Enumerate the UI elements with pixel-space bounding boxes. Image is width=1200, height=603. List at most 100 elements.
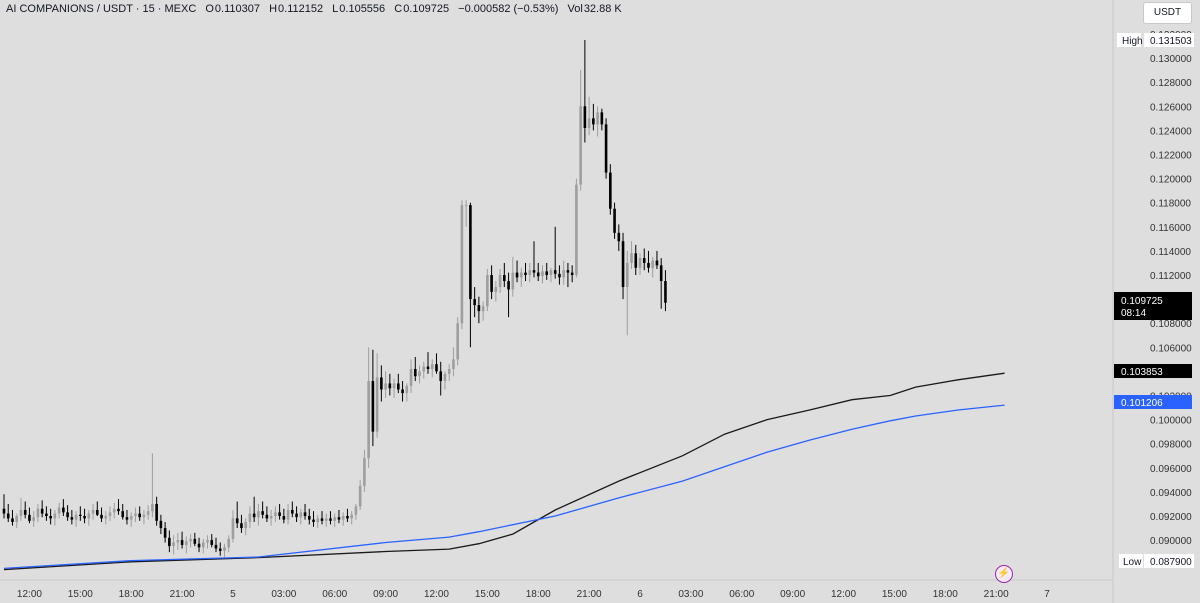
price-tick: 0.100000 (1150, 416, 1192, 427)
candle (634, 244, 638, 275)
candle (350, 511, 353, 525)
candle (244, 518, 247, 536)
candle (218, 542, 222, 556)
candle (146, 505, 150, 520)
candle-body (227, 538, 231, 548)
candle (541, 265, 544, 284)
candle (329, 511, 332, 525)
candle-body (435, 364, 438, 372)
candle (312, 511, 315, 527)
low-label-bg (1119, 554, 1143, 568)
candle-body (647, 262, 650, 268)
candle (477, 296, 481, 324)
price-axis[interactable]: 0.1320000.1300000.1280000.1260000.124000… (1150, 30, 1192, 547)
candle-body (541, 271, 544, 277)
price-tick: 0.124000 (1150, 126, 1192, 137)
candle-body (558, 273, 561, 278)
candle (240, 514, 243, 533)
candle-body (617, 232, 621, 242)
currency-button[interactable]: USDT (1143, 2, 1192, 24)
candle-body (176, 540, 180, 543)
last-price-bg (1114, 292, 1192, 320)
candle-body (333, 517, 337, 521)
candle-body (36, 508, 40, 518)
candle-body (358, 485, 362, 507)
candle-body (320, 518, 324, 521)
candle (659, 258, 663, 309)
candle (2, 494, 6, 519)
candle-body (575, 184, 578, 275)
candle (498, 268, 502, 294)
candle (418, 365, 421, 384)
candle (104, 511, 108, 525)
candle (503, 262, 506, 288)
time-tick: 12:00 (831, 589, 856, 600)
symbol-title[interactable]: AI COMPANIONS / USDT · 15 · MEXC (6, 3, 197, 15)
candle-body (282, 516, 286, 520)
lightning-icon[interactable]: ⚡ (995, 565, 1013, 583)
candle (112, 502, 116, 519)
time-axis[interactable]: 12:00 15:00 18:00 21:00 5 03:00 06:00 09:00 12:0… (17, 589, 1050, 600)
candle-body (108, 512, 112, 516)
candle-body (604, 124, 608, 173)
candle-body (503, 275, 506, 282)
candle (375, 353, 379, 438)
candle (108, 506, 112, 521)
candle (422, 361, 426, 379)
candle-body (486, 275, 489, 307)
candle-body (6, 513, 10, 519)
candle (452, 347, 455, 377)
candle (642, 248, 646, 271)
candle-body (240, 523, 243, 529)
candle (79, 506, 82, 521)
candle-body (367, 381, 370, 459)
candle-body (634, 253, 638, 268)
candle-body (2, 508, 6, 514)
candle (447, 364, 451, 382)
candle (11, 509, 14, 526)
candle-body (498, 275, 502, 288)
candle-body (62, 507, 65, 513)
ma-black-value: 0.103853 (1121, 367, 1163, 378)
candle (320, 511, 324, 525)
price-tick: 0.108000 (1150, 319, 1192, 330)
candle-body (252, 513, 256, 518)
candle-body (155, 503, 158, 521)
candle-body (19, 509, 23, 516)
price-tick: 0.094000 (1150, 488, 1192, 499)
candle-body (278, 512, 281, 516)
candle-body (346, 516, 349, 519)
candle (460, 200, 464, 330)
candle (278, 503, 281, 520)
candle (295, 506, 298, 523)
price-tick: 0.096000 (1150, 464, 1192, 475)
candle-body (388, 383, 392, 389)
candle (464, 200, 468, 227)
candle-body (112, 508, 116, 513)
candle (66, 505, 69, 521)
close-value-h: 0.109725 (403, 3, 450, 15)
candle-body (418, 371, 421, 377)
last-price-tag: 0.109725 08:14 (1114, 292, 1192, 320)
candle (664, 270, 667, 312)
candle (621, 232, 625, 300)
low-tag: Low 0.087900 (1119, 554, 1194, 568)
candle (74, 511, 78, 527)
candle-body (659, 265, 663, 282)
candle (397, 373, 400, 394)
price-tick: 0.114000 (1150, 247, 1191, 258)
candle (367, 347, 370, 468)
candle (583, 40, 587, 143)
candle-body (587, 118, 591, 128)
candle-body (515, 272, 519, 278)
candle-body (413, 368, 417, 377)
candle-body (210, 540, 214, 545)
candle-body (168, 537, 171, 547)
candle (528, 262, 532, 283)
candle-body (562, 270, 565, 278)
candle (95, 501, 99, 516)
candle (388, 373, 392, 396)
candle (630, 241, 633, 269)
high-label: High (1122, 36, 1143, 47)
